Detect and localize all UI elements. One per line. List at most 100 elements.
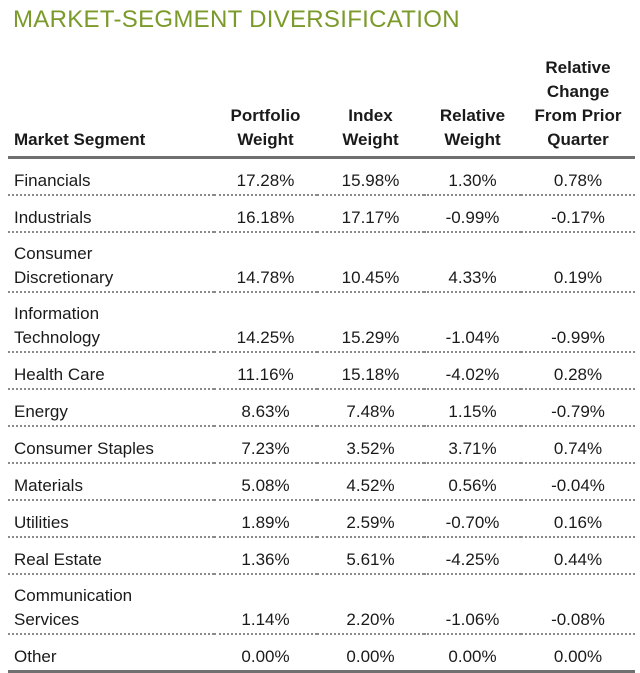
segment-cell: Industrials [8, 195, 214, 233]
table-row: Energy 8.63% 7.48% 1.15% -0.79% [8, 389, 635, 427]
table-row: Information Technology 14.25% 15.29% -1.04% -… [8, 292, 635, 353]
index-weight-cell: 7.48% [317, 389, 424, 427]
relative-change-cell: -0.79% [521, 389, 635, 427]
header-market-segment: Market Segment [8, 56, 214, 159]
segment-cell: Utilities [8, 500, 214, 538]
portfolio-weight-cell: 5.08% [214, 463, 317, 501]
header-row: Market Segment Portfolio Weight Index Weig… [8, 56, 635, 159]
header-line: Change [546, 82, 610, 101]
portfolio-weight-cell: 14.78% [214, 232, 317, 293]
portfolio-weight-cell: 17.28% [214, 157, 317, 196]
segment-label-line: Financials [14, 171, 91, 190]
page: MARKET-SEGMENT DIVERSIFICATION Market Se… [8, 6, 635, 673]
relative-weight-cell: -4.02% [424, 352, 521, 390]
relative-weight-cell: 1.30% [424, 157, 521, 196]
relative-change-cell: 0.16% [521, 500, 635, 538]
header-portfolio-weight: Portfolio Weight [214, 56, 317, 159]
segment-cell: Financials [8, 157, 214, 196]
segment-label-line: Discretionary [14, 268, 114, 287]
header-line: Relative [439, 106, 506, 125]
index-weight-cell: 17.17% [317, 195, 424, 233]
table-row: Utilities 1.89% 2.59% -0.70% 0.16% [8, 500, 635, 538]
index-weight-cell: 2.59% [317, 500, 424, 538]
segment-cell: Other [8, 634, 214, 673]
segment-label-line: Utilities [14, 513, 69, 532]
segment-cell: Energy [8, 389, 214, 427]
relative-weight-cell: -4.25% [424, 537, 521, 575]
relative-change-cell: 0.19% [521, 232, 635, 293]
segment-cell: Information Technology [8, 292, 214, 353]
table-row: Financials 17.28% 15.98% 1.30% 0.78% [8, 157, 635, 196]
index-weight-cell: 0.00% [317, 634, 424, 673]
header-line: Weight [444, 130, 501, 149]
table-row: Consumer Discretionary 14.78% 10.45% 4.33% 0.… [8, 232, 635, 293]
relative-weight-cell: -1.04% [424, 292, 521, 353]
relative-weight-cell: 4.33% [424, 232, 521, 293]
relative-weight-cell: -0.99% [424, 195, 521, 233]
table-row: Communication Services 1.14% 2.20% -1.06% -0.… [8, 574, 635, 635]
segment-label-line: Information [14, 304, 100, 323]
segment-label-line: Communication [14, 586, 133, 605]
index-weight-cell: 15.18% [317, 352, 424, 390]
relative-change-cell: 0.00% [521, 634, 635, 673]
index-weight-cell: 5.61% [317, 537, 424, 575]
header-line: Market Segment [14, 130, 146, 149]
header-relative-change: Relative Change From Prior Quarter [521, 56, 635, 159]
header-line: From Prior [534, 106, 622, 125]
header-line: Portfolio [230, 106, 301, 125]
portfolio-weight-cell: 1.36% [214, 537, 317, 575]
relative-weight-cell: -0.70% [424, 500, 521, 538]
table-body: Financials 17.28% 15.98% 1.30% 0.78% Industri… [8, 157, 635, 673]
diversification-table: Market Segment Portfolio Weight Index Weig… [8, 56, 635, 673]
relative-change-cell: 0.78% [521, 157, 635, 196]
segment-label-line: Consumer Staples [14, 439, 154, 458]
header-line: Quarter [547, 130, 609, 149]
index-weight-cell: 2.20% [317, 574, 424, 635]
header-line: Index [348, 106, 393, 125]
table-row: Health Care 11.16% 15.18% -4.02% 0.28% [8, 352, 635, 390]
index-weight-cell: 15.98% [317, 157, 424, 196]
segment-label-line: Consumer [14, 244, 93, 263]
table-row: Consumer Staples 7.23% 3.52% 3.71% 0.74% [8, 426, 635, 464]
portfolio-weight-cell: 11.16% [214, 352, 317, 390]
page-title: MARKET-SEGMENT DIVERSIFICATION [13, 6, 460, 33]
segment-cell: Communication Services [8, 574, 214, 635]
relative-change-cell: 0.28% [521, 352, 635, 390]
relative-weight-cell: 3.71% [424, 426, 521, 464]
relative-weight-cell: 0.00% [424, 634, 521, 673]
relative-change-cell: 0.44% [521, 537, 635, 575]
header-line: Relative [545, 58, 611, 77]
segment-cell: Consumer Staples [8, 426, 214, 464]
portfolio-weight-cell: 1.89% [214, 500, 317, 538]
header-line: Weight [342, 130, 399, 149]
segment-cell: Consumer Discretionary [8, 232, 214, 293]
header-relative-weight: Relative Weight [424, 56, 521, 159]
index-weight-cell: 3.52% [317, 426, 424, 464]
portfolio-weight-cell: 0.00% [214, 634, 317, 673]
segment-cell: Health Care [8, 352, 214, 390]
relative-change-cell: -0.04% [521, 463, 635, 501]
segment-label-line: Energy [14, 402, 68, 421]
index-weight-cell: 10.45% [317, 232, 424, 293]
portfolio-weight-cell: 16.18% [214, 195, 317, 233]
segment-cell: Materials [8, 463, 214, 501]
index-weight-cell: 15.29% [317, 292, 424, 353]
portfolio-weight-cell: 8.63% [214, 389, 317, 427]
relative-weight-cell: 0.56% [424, 463, 521, 501]
relative-weight-cell: 1.15% [424, 389, 521, 427]
segment-label-line: Materials [14, 476, 83, 495]
table-row: Industrials 16.18% 17.17% -0.99% -0.17% [8, 195, 635, 233]
table-row: Other 0.00% 0.00% 0.00% 0.00% [8, 634, 635, 673]
table-row: Real Estate 1.36% 5.61% -4.25% 0.44% [8, 537, 635, 575]
header-index-weight: Index Weight [317, 56, 424, 159]
segment-label-line: Other [14, 647, 57, 666]
portfolio-weight-cell: 14.25% [214, 292, 317, 353]
index-weight-cell: 4.52% [317, 463, 424, 501]
relative-change-cell: 0.74% [521, 426, 635, 464]
portfolio-weight-cell: 1.14% [214, 574, 317, 635]
relative-change-cell: -0.17% [521, 195, 635, 233]
segment-label-line: Services [14, 610, 80, 629]
header-line: Weight [237, 130, 294, 149]
segment-label-line: Real Estate [14, 550, 102, 569]
segment-cell: Real Estate [8, 537, 214, 575]
